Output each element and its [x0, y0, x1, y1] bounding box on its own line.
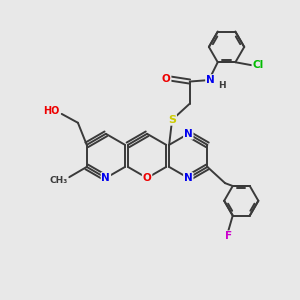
- Text: N: N: [184, 173, 193, 183]
- Text: N: N: [206, 75, 215, 85]
- Text: HO: HO: [43, 106, 60, 116]
- Text: N: N: [101, 173, 110, 183]
- Text: Cl: Cl: [252, 60, 264, 70]
- Text: F: F: [225, 231, 232, 241]
- Text: N: N: [184, 129, 193, 139]
- Text: O: O: [162, 74, 171, 84]
- Text: O: O: [143, 173, 152, 183]
- Text: H: H: [218, 81, 226, 90]
- Text: S: S: [168, 115, 176, 125]
- Text: CH₃: CH₃: [50, 176, 68, 185]
